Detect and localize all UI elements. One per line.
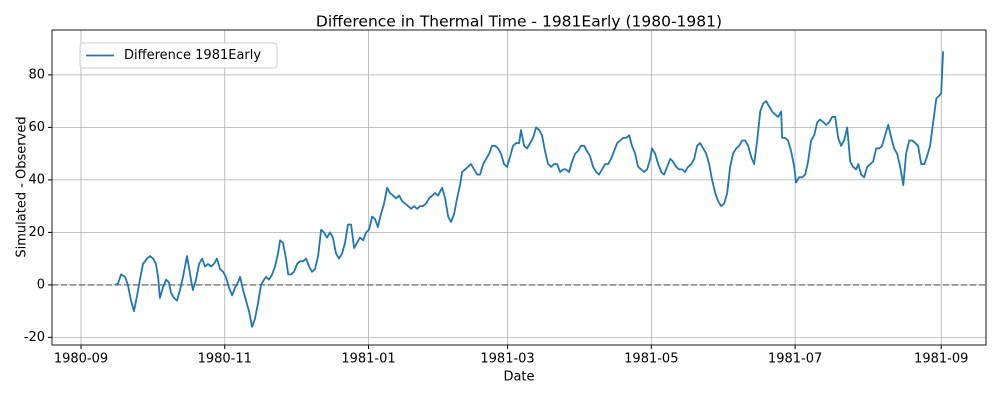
legend-label: Difference 1981Early: [124, 48, 261, 63]
x-tick-label: 1980-11: [198, 352, 252, 367]
y-axis-label: Simulated - Observed: [15, 116, 30, 257]
x-tick-label: 1981-05: [624, 352, 678, 367]
x-tick-label: 1981-03: [480, 352, 534, 367]
y-tick-label: 40: [28, 172, 45, 187]
y-tick-label: 80: [28, 67, 45, 82]
x-tick-label: 1981-01: [341, 352, 395, 367]
y-tick-label: -20: [24, 330, 45, 345]
y-tick-label: 20: [28, 225, 45, 240]
x-tick-label: 1981-09: [914, 352, 968, 367]
y-tick-label: 0: [37, 277, 45, 292]
x-tick-label: 1981-07: [768, 352, 822, 367]
x-axis-label: Date: [503, 370, 534, 385]
data-line: [114, 51, 944, 328]
plot-frame: [51, 29, 987, 346]
legend: [79, 42, 278, 69]
x-tick-label: 1980-09: [54, 352, 108, 367]
y-tick-label: 60: [28, 120, 45, 135]
chart-title: Difference in Thermal Time - 1981Early (…: [316, 13, 722, 31]
